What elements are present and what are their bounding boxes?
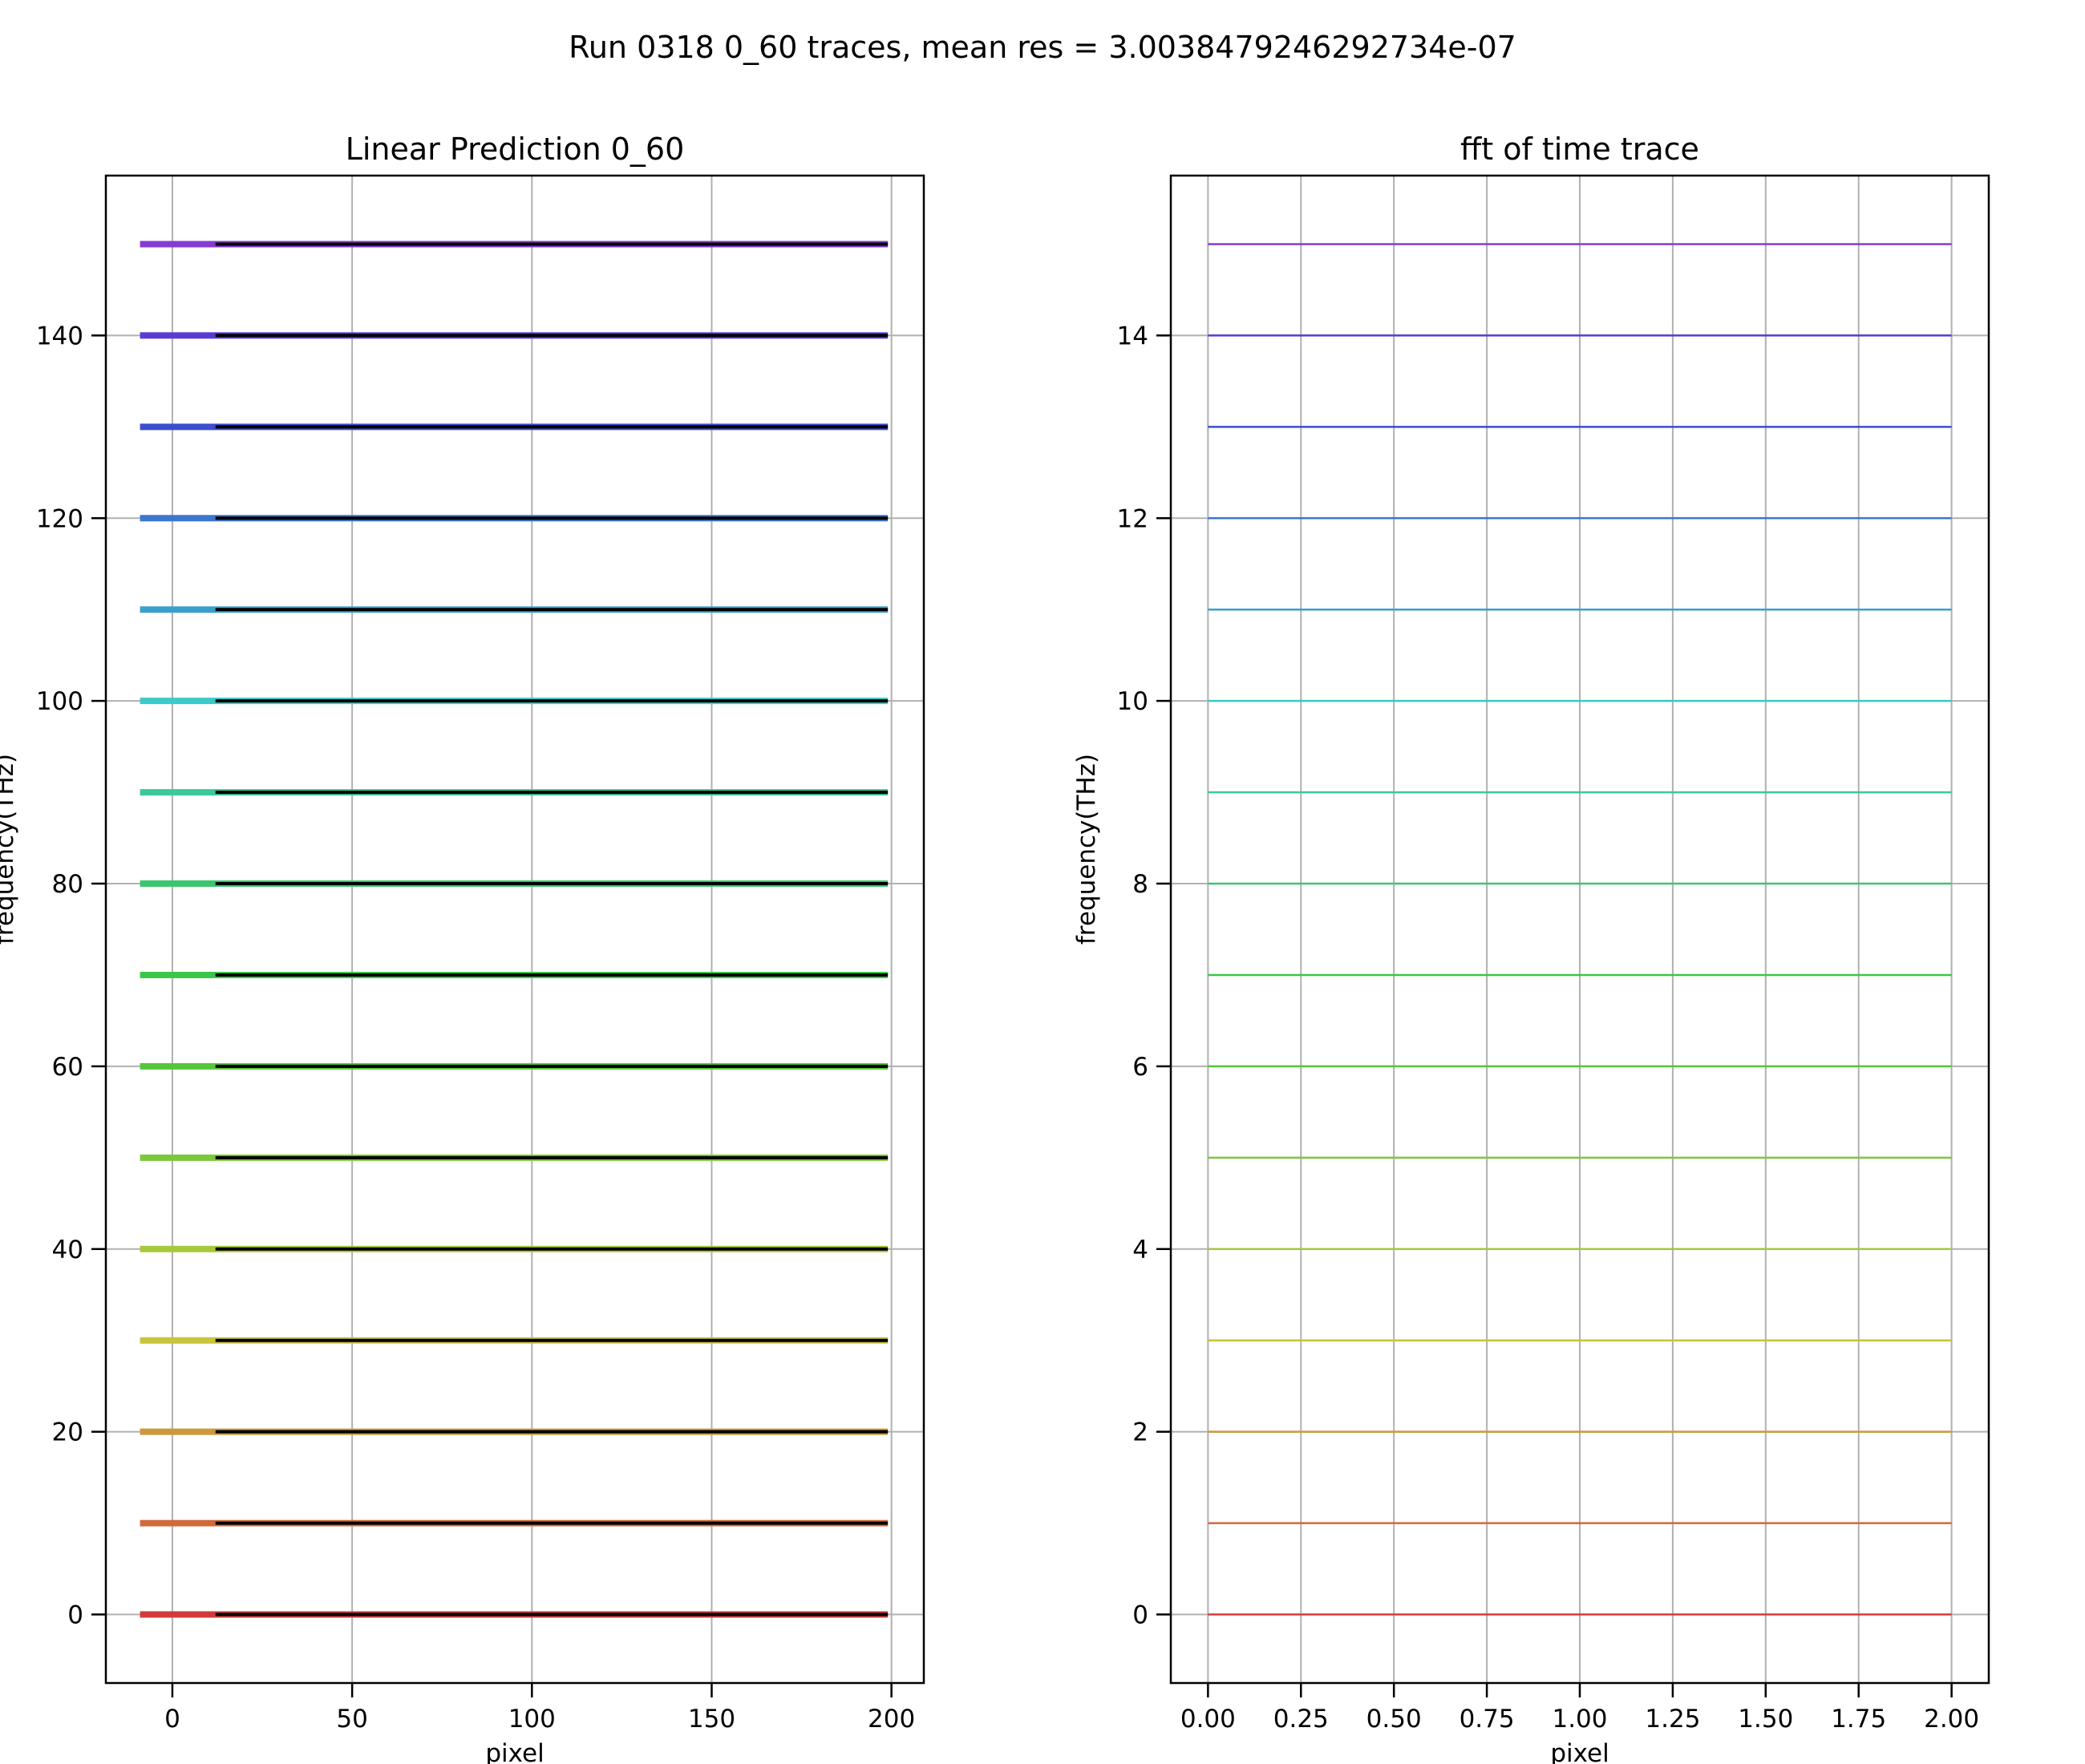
x-tick-label-3: 150	[688, 1705, 735, 1734]
y-tick-label-0: 0	[1132, 1601, 1148, 1630]
x-axis-label: pixel	[485, 1739, 544, 1764]
x-tick-label-6: 1.50	[1738, 1705, 1793, 1734]
x-tick-label-3: 0.75	[1460, 1705, 1515, 1734]
x-tick-label-0: 0	[164, 1705, 180, 1734]
y-tick-label-5: 100	[36, 687, 83, 716]
panel-1: 0 50 100 150 200 0 20 40 60 80 100 120 140 Linear Pre…	[0, 131, 925, 1764]
y-tick-label-1: 2	[1132, 1418, 1148, 1447]
x-tick-label-1: 0.25	[1273, 1705, 1329, 1734]
x-tick-label-8: 2.00	[1924, 1705, 1979, 1734]
y-tick-label-0: 0	[67, 1601, 83, 1630]
y-tick-label-6: 12	[1117, 504, 1148, 533]
axes-frame	[104, 174, 925, 1685]
x-axis-label: pixel	[1550, 1739, 1609, 1764]
axes-title: fft of time trace	[1460, 131, 1699, 167]
y-axis-label: frequency(THz)	[1072, 754, 1101, 945]
y-tick-label-3: 6	[1132, 1053, 1148, 1082]
y-tick-label-4: 80	[52, 870, 83, 899]
y-tick-label-5: 10	[1117, 687, 1148, 716]
y-tick-label-6: 120	[36, 504, 83, 533]
x-tick-label-2: 0.50	[1366, 1705, 1422, 1734]
y-tick-label-7: 140	[36, 322, 83, 350]
axes-title: Linear Prediction 0_60	[346, 131, 685, 167]
x-tick-label-0: 0.00	[1180, 1705, 1236, 1734]
y-tick-label-1: 20	[52, 1418, 83, 1447]
y-tick-label-7: 14	[1117, 322, 1148, 350]
y-tick-label-3: 60	[52, 1053, 83, 1082]
y-tick-label-4: 8	[1132, 870, 1148, 899]
y-axis-label: frequency(THz)	[0, 754, 19, 945]
panel-2: 0.00 0.25 0.50 0.75 1.00 1.25 1.50 1.75 2.00 0 2 4 6…	[1072, 131, 1990, 1764]
x-tick-label-2: 100	[508, 1705, 556, 1734]
x-tick-label-7: 1.75	[1831, 1705, 1886, 1734]
y-tick-label-2: 40	[52, 1236, 83, 1264]
x-tick-label-5: 1.25	[1645, 1705, 1700, 1734]
x-tick-label-4: 1.00	[1552, 1705, 1607, 1734]
figure-suptitle: Run 0318 0_60 traces, mean res = 3.00384…	[569, 30, 1516, 65]
x-tick-label-1: 50	[336, 1705, 367, 1734]
y-tick-label-2: 4	[1132, 1236, 1148, 1264]
x-tick-label-4: 200	[868, 1705, 915, 1734]
